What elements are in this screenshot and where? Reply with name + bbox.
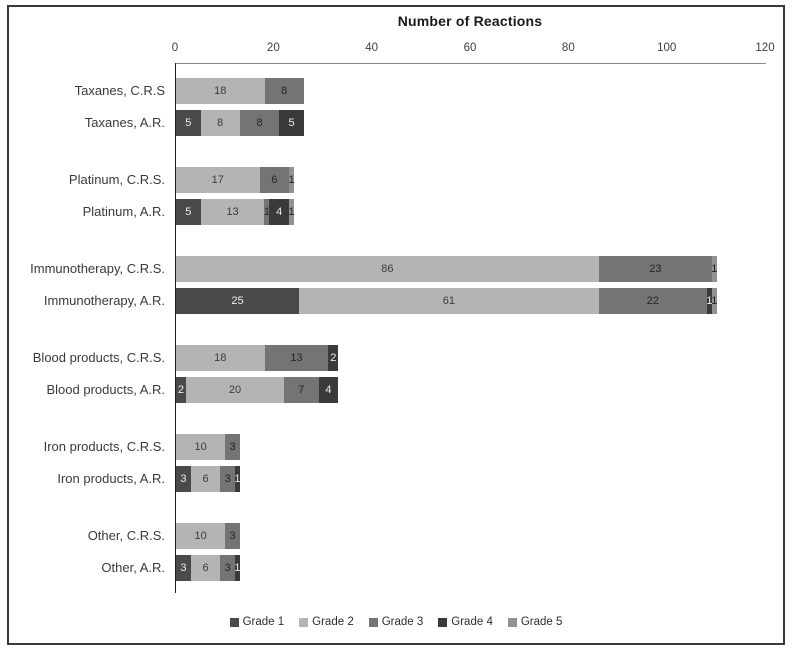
bar-segment: 1: [711, 288, 717, 314]
bar-segment: 86: [176, 256, 599, 282]
bar-row: 10 3: [176, 434, 240, 460]
bar-row: 10 3: [176, 523, 240, 549]
bar-segment: 2: [176, 377, 186, 403]
bar-segment: 3: [225, 523, 240, 549]
legend-label: Grade 2: [312, 616, 354, 628]
bar-segment: 1: [711, 256, 717, 282]
category-label: Taxanes, A.R.: [84, 115, 165, 130]
bar-segment: 7: [284, 377, 319, 403]
bar-segment: 6: [190, 555, 221, 581]
legend-item: Grade 4: [438, 616, 493, 628]
category-label: Platinum, A.R.: [82, 204, 165, 219]
bar-segment: 8: [200, 110, 240, 136]
bar-segment: 1: [288, 167, 295, 193]
bar-segment: 2: [328, 345, 339, 371]
legend-label: Grade 5: [520, 616, 563, 628]
x-axis-tick-label: 60: [463, 42, 477, 54]
category-label: Platinum, C.R.S.: [68, 172, 165, 187]
bar-segment: 13: [200, 199, 265, 225]
legend-label: Grade 3: [381, 616, 424, 628]
y-axis-line: [175, 63, 176, 593]
bar-segment: 5: [279, 110, 304, 136]
bar-row: 86 23 1: [176, 256, 717, 282]
category-label: Iron products, A.R.: [57, 471, 165, 486]
bar-segment: 10: [176, 523, 226, 549]
legend-item: Grade 2: [299, 616, 354, 628]
bar-segment: 18: [176, 345, 265, 371]
legend-label: Grade 4: [451, 616, 493, 628]
category-label: Blood products, C.R.S.: [32, 350, 165, 365]
bar-segment: 18: [176, 78, 265, 104]
bar-segment: 3: [176, 466, 191, 492]
bar-segment: 1: [234, 555, 241, 581]
x-axis-tick-label: 40: [365, 42, 379, 54]
bar-segment: 25: [176, 288, 299, 314]
bar-row: 17 6 1: [176, 167, 295, 193]
x-axis-line: [175, 63, 766, 64]
bar-segment: 23: [598, 256, 712, 282]
bar-segment: 6: [259, 167, 290, 193]
bar-segment: 8: [239, 110, 280, 136]
category-label: Immunotherapy, A.R.: [43, 293, 165, 308]
bar-segment: 1: [234, 466, 241, 492]
bar-segment: 4: [269, 199, 290, 225]
bar-segment: 4: [318, 377, 339, 403]
x-axis-tick-label: 80: [561, 42, 575, 54]
legend-swatch: [507, 617, 517, 627]
bar-segment: 61: [298, 288, 599, 314]
bar-segment: 1: [264, 199, 270, 225]
legend-swatch: [229, 617, 239, 627]
bar-segment: 5: [176, 110, 201, 136]
bar-segment: 1: [288, 199, 295, 225]
bar-row: 18 8: [176, 78, 304, 104]
bar-segment: 3: [220, 555, 235, 581]
bar-segment: 20: [185, 377, 285, 403]
x-axis-tick-label: 20: [266, 42, 280, 54]
bar-row: 18 13 2: [176, 345, 339, 371]
category-label: Other, A.R.: [101, 560, 165, 575]
legend-swatch: [368, 617, 378, 627]
bar-segment: 1: [706, 288, 712, 314]
x-axis-tick-label: 120: [755, 42, 775, 54]
chart-frame: [7, 5, 785, 645]
bar-row: 2 20 7 4: [176, 377, 339, 403]
category-label: Blood products, A.R.: [46, 382, 165, 397]
legend: Grade 1 Grade 2 Grade 3 Grade 4 Grade 5: [0, 616, 792, 628]
bar-segment: 8: [264, 78, 304, 104]
chart-title: Number of Reactions: [397, 13, 543, 29]
bar-segment: 22: [598, 288, 707, 314]
category-label: Iron products, C.R.S.: [43, 439, 165, 454]
legend-label: Grade 1: [242, 616, 285, 628]
category-label: Taxanes, C.R.S: [74, 83, 165, 98]
legend-item: Grade 5: [507, 616, 563, 628]
legend-item: Grade 3: [368, 616, 424, 628]
bar-row: 25 61 22 1 1: [176, 288, 717, 314]
legend-swatch: [299, 617, 309, 627]
bar-segment: 6: [190, 466, 221, 492]
bar-row: 5 13 1 4 1: [176, 199, 295, 225]
category-label: Immunotherapy, C.R.S.: [30, 261, 165, 276]
bar-segment: 10: [176, 434, 226, 460]
bar-segment: 3: [176, 555, 191, 581]
bar-segment: 3: [225, 434, 240, 460]
category-label: Other, C.R.S.: [87, 528, 165, 543]
x-axis-tick-label: 0: [171, 42, 179, 54]
bar-segment: 3: [220, 466, 235, 492]
bar-segment: 13: [264, 345, 329, 371]
x-axis-tick-label: 100: [657, 42, 677, 54]
bar-segment: 5: [176, 199, 201, 225]
legend-swatch: [438, 617, 448, 627]
bar-segment: 17: [176, 167, 260, 193]
legend-item: Grade 1: [229, 616, 285, 628]
